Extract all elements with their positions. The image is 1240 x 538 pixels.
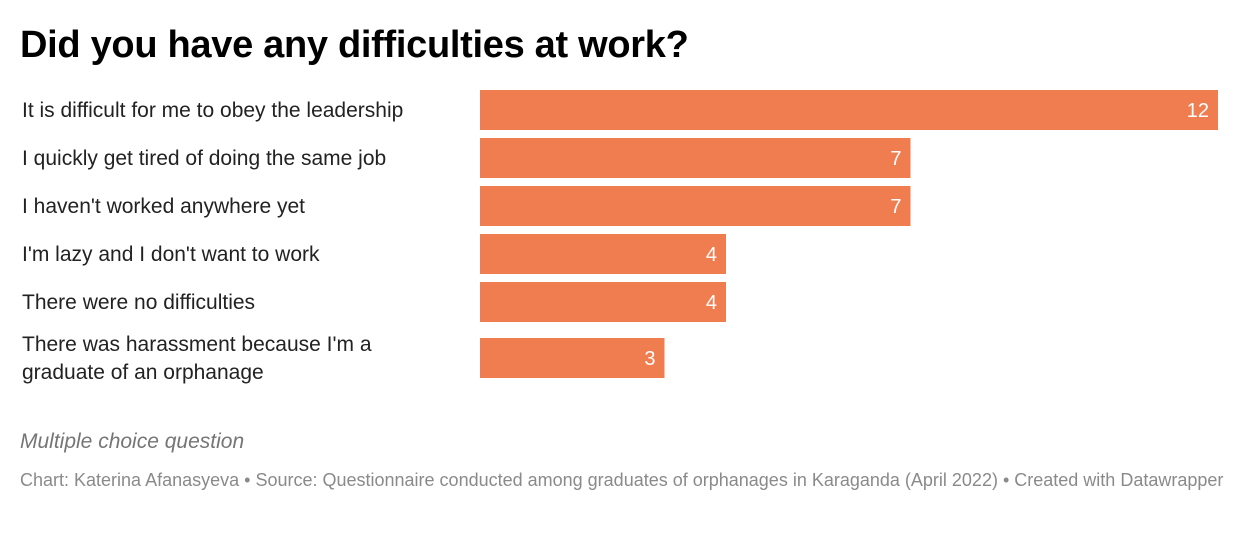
- bar: [480, 138, 911, 178]
- category-label: There was harassment because I'm a gradua…: [22, 333, 372, 384]
- bar: [480, 186, 911, 226]
- footer-chart-by: Chart: Katerina Afanasyeva: [20, 470, 240, 490]
- chart-footer: Chart: Katerina Afanasyeva • Source: Que…: [20, 467, 1225, 493]
- bar: [480, 234, 726, 274]
- category-labels: It is difficult for me to obey the leade…: [22, 99, 403, 384]
- value-label: 3: [644, 348, 655, 370]
- bar: [480, 282, 726, 322]
- bar: [480, 90, 1218, 130]
- category-label-line: There was harassment because I'm a: [22, 333, 372, 356]
- value-label: 4: [706, 292, 717, 314]
- category-label: I'm lazy and I don't want to work: [22, 243, 320, 266]
- category-label-line: graduate of an orphanage: [22, 361, 264, 384]
- chart-title: Did you have any difficulties at work?: [20, 24, 689, 66]
- category-label: It is difficult for me to obey the leade…: [22, 99, 403, 122]
- bar-chart: It is difficult for me to obey the leade…: [22, 90, 1218, 384]
- value-labels: 12 7 7 4 4 3: [644, 100, 1209, 370]
- category-label: I quickly get tired of doing the same jo…: [22, 147, 386, 170]
- category-label-line: There were no difficulties: [22, 291, 255, 314]
- footer-separator: •: [997, 470, 1015, 490]
- value-label: 7: [890, 148, 901, 170]
- bar: [480, 338, 665, 378]
- category-label-line: It is difficult for me to obey the leade…: [22, 99, 403, 122]
- bars: [480, 90, 1218, 378]
- footer-created-with: Created with Datawrapper: [1014, 470, 1224, 490]
- footer-source: Source: Questionnaire conducted among gr…: [255, 470, 998, 490]
- category-label: I haven't worked anywhere yet: [22, 195, 305, 218]
- value-label: 12: [1187, 100, 1209, 122]
- value-label: 7: [890, 196, 901, 218]
- category-label: There were no difficulties: [22, 291, 255, 314]
- footer-separator: •: [239, 470, 256, 490]
- value-label: 4: [706, 244, 717, 266]
- category-label-line: I quickly get tired of doing the same jo…: [22, 147, 386, 170]
- category-label-line: I'm lazy and I don't want to work: [22, 243, 320, 266]
- chart-notes: Multiple choice question: [20, 430, 245, 453]
- category-label-line: I haven't worked anywhere yet: [22, 195, 305, 218]
